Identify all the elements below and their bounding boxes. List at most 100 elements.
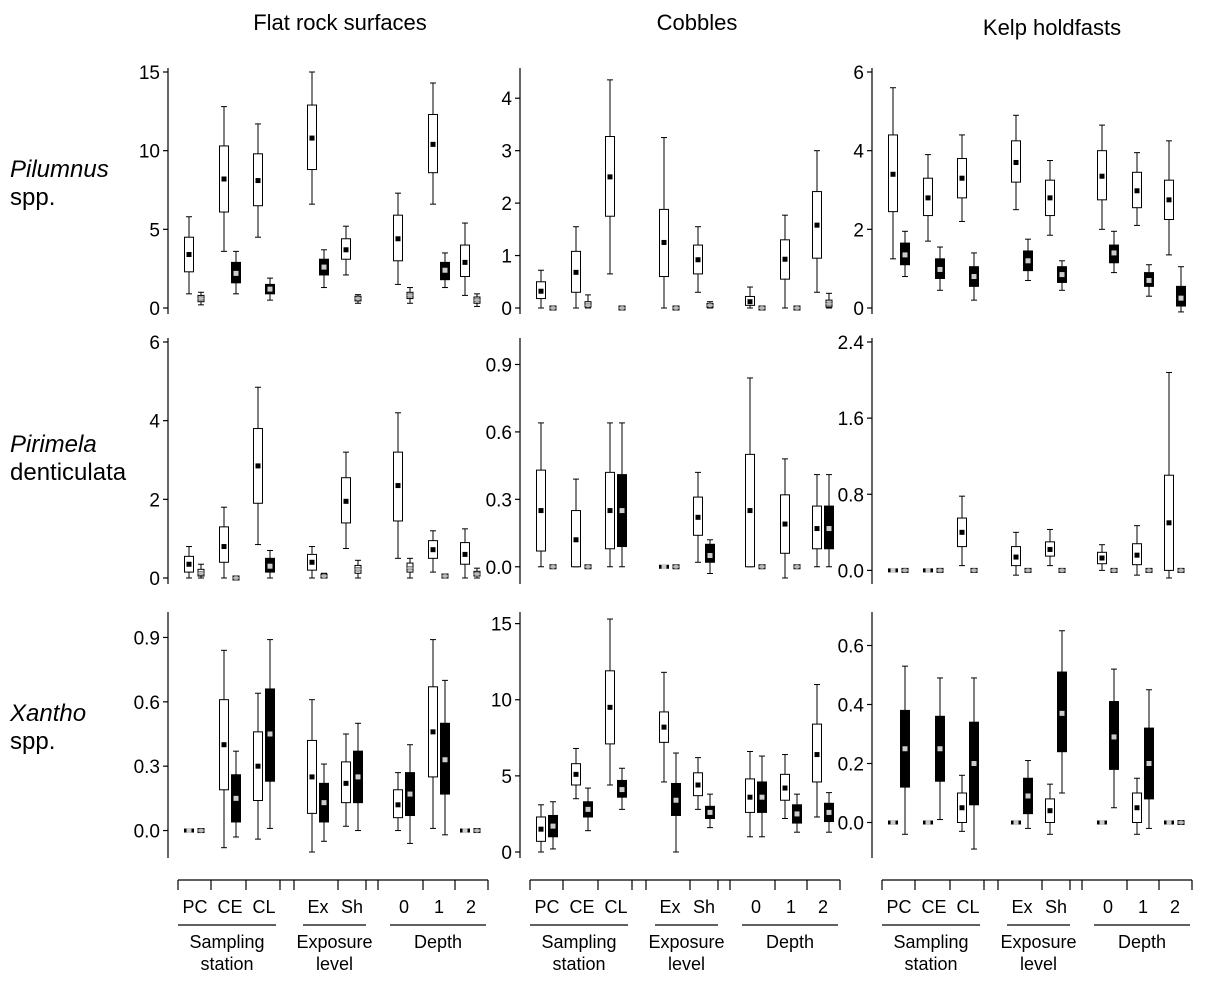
box-grey-0 bbox=[758, 305, 766, 311]
box-filled-Sh bbox=[1057, 260, 1067, 291]
median-marker bbox=[890, 171, 896, 177]
median-marker bbox=[442, 267, 448, 273]
median-marker bbox=[814, 526, 820, 532]
column-title-flat-rock: Flat rock surfaces bbox=[253, 10, 427, 35]
svg-text:spp.: spp. bbox=[10, 184, 55, 211]
box-grey-0 bbox=[758, 564, 766, 570]
median-marker bbox=[462, 551, 468, 557]
box-filled-CE bbox=[935, 246, 945, 291]
box-open-2 bbox=[812, 474, 822, 568]
median-marker bbox=[1134, 805, 1140, 811]
median-marker bbox=[538, 508, 544, 514]
box-filled-Ex bbox=[1023, 238, 1033, 281]
median-marker bbox=[970, 568, 978, 573]
row-label-xantho: Xantho spp. bbox=[9, 700, 86, 755]
box-filled-Ex bbox=[319, 763, 329, 842]
median-marker bbox=[1047, 195, 1053, 201]
box-grey-0 bbox=[406, 287, 414, 304]
median-marker bbox=[1013, 820, 1019, 825]
median-marker bbox=[1134, 188, 1140, 194]
median-marker bbox=[793, 305, 801, 311]
median-marker bbox=[890, 820, 896, 825]
median-marker bbox=[321, 264, 327, 270]
median-marker bbox=[395, 802, 401, 808]
box-filled-2 bbox=[824, 792, 834, 833]
median-marker bbox=[925, 195, 931, 201]
median-marker bbox=[1146, 761, 1152, 766]
box-open-CL bbox=[605, 79, 615, 275]
median-marker bbox=[782, 256, 788, 262]
median-marker bbox=[407, 791, 413, 797]
x-category-label: CE bbox=[921, 897, 946, 917]
median-marker bbox=[1013, 159, 1019, 165]
median-marker bbox=[1110, 568, 1118, 573]
median-marker bbox=[255, 463, 261, 469]
y-tick-label: 0.0 bbox=[838, 814, 864, 835]
box-filled-Sh bbox=[1057, 630, 1067, 794]
median-marker bbox=[1178, 295, 1184, 301]
y-tick-label: 0.6 bbox=[486, 423, 512, 444]
y-tick-label: 1 bbox=[501, 247, 512, 268]
box-open-CL bbox=[605, 422, 615, 568]
median-marker bbox=[1059, 272, 1065, 278]
y-tick-label: 4 bbox=[853, 142, 864, 163]
median-marker bbox=[538, 288, 544, 294]
box-open-CE bbox=[219, 506, 229, 579]
x-category-label: 2 bbox=[818, 897, 828, 917]
box-filled-CE bbox=[231, 250, 241, 295]
median-marker bbox=[925, 820, 931, 825]
box-filled-CE bbox=[583, 787, 593, 832]
median-marker bbox=[221, 176, 227, 182]
median-marker bbox=[395, 483, 401, 489]
box-open-0 bbox=[745, 751, 755, 838]
box-open-Sh bbox=[341, 451, 351, 549]
box-grey-1 bbox=[793, 305, 801, 311]
box-open-1 bbox=[1132, 152, 1142, 226]
box-open-PC bbox=[536, 269, 546, 309]
panel-r0-c0: 0 5 10 15 bbox=[139, 63, 481, 320]
x-category-label: Ex bbox=[659, 897, 680, 917]
y-tick-label: 0.6 bbox=[838, 637, 864, 658]
box-filled-2 bbox=[1164, 820, 1174, 825]
y-tick-label: 6 bbox=[853, 63, 864, 84]
median-marker bbox=[937, 266, 943, 272]
box-open-0 bbox=[745, 286, 755, 309]
median-marker bbox=[814, 752, 820, 758]
x-category-label: 0 bbox=[751, 897, 761, 917]
box-open-1 bbox=[1132, 525, 1142, 576]
box-grey-Sh bbox=[1058, 567, 1066, 573]
y-tick-label: 0.4 bbox=[838, 696, 865, 717]
box-open-CL bbox=[253, 123, 263, 238]
median-marker bbox=[430, 141, 436, 147]
box-open-Sh bbox=[341, 733, 351, 827]
box-open-Sh bbox=[1045, 528, 1055, 567]
median-marker bbox=[1166, 197, 1172, 203]
median-marker bbox=[747, 794, 753, 800]
x-category-label: Sh bbox=[341, 897, 363, 917]
box-grey-PC bbox=[197, 291, 205, 306]
box-filled-0 bbox=[1097, 820, 1107, 825]
x-category-label: 1 bbox=[1138, 897, 1148, 917]
median-marker bbox=[343, 498, 349, 504]
box-filled-PC bbox=[184, 828, 194, 834]
x-category-label: PC bbox=[182, 897, 207, 917]
box-grey-PC bbox=[197, 563, 205, 579]
x-category-label: CL bbox=[604, 897, 627, 917]
y-tick-label: 4 bbox=[501, 89, 512, 110]
x-group-name: Depth bbox=[766, 932, 814, 952]
median-marker bbox=[1145, 568, 1153, 573]
box-grey-1 bbox=[793, 564, 801, 570]
median-marker bbox=[473, 297, 481, 303]
median-marker bbox=[1099, 173, 1105, 179]
box-filled-0 bbox=[1109, 230, 1119, 274]
box-open-Sh bbox=[341, 225, 351, 276]
x-group-name: station bbox=[552, 954, 605, 974]
box-open-CE bbox=[923, 154, 933, 242]
box-grey-CE bbox=[584, 294, 592, 309]
median-marker bbox=[747, 508, 753, 514]
box-open-Ex bbox=[659, 137, 669, 309]
box-filled-Ex bbox=[1011, 820, 1021, 825]
median-marker bbox=[255, 763, 261, 769]
box-filled-Sh bbox=[353, 722, 363, 832]
box-filled-CL bbox=[617, 422, 627, 568]
